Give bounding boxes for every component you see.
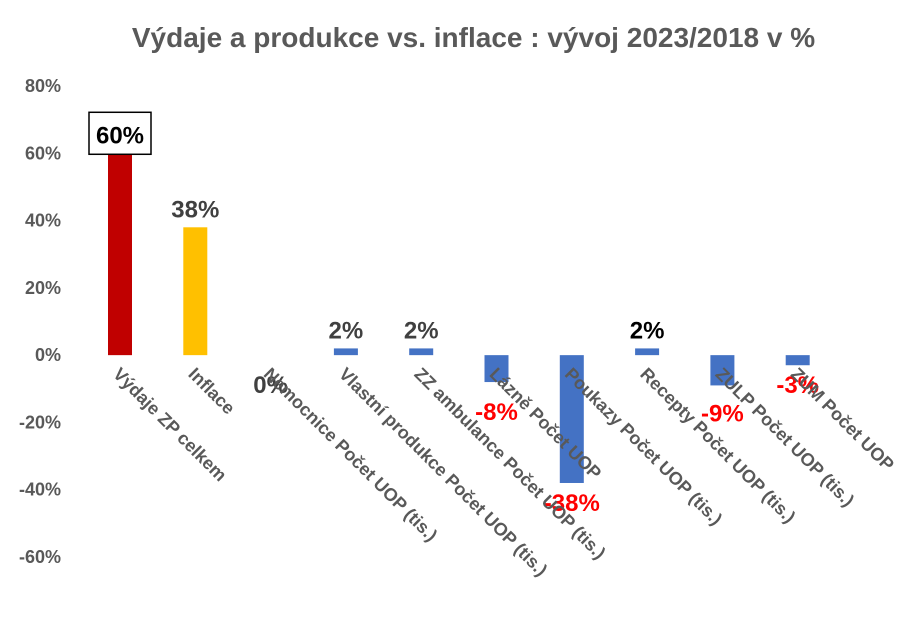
y-axis: 80% 60% 40% 20% 0% -20% -40% -60%: [19, 76, 61, 567]
data-label: -38%: [544, 490, 600, 517]
y-tick-label: 20%: [25, 278, 61, 298]
y-tick-label: -20%: [19, 412, 61, 432]
category-label: Recepty Počet UOP (tis.): [636, 364, 799, 527]
data-label: 2%: [329, 317, 364, 344]
bar: [333, 348, 358, 356]
bars-group: [108, 153, 810, 483]
y-tick-label: -40%: [19, 480, 61, 500]
data-labels-group: 60% 38% 0% 2% 2% -8% -38% 2% -9% -3%: [88, 111, 819, 517]
bar: [183, 227, 208, 356]
y-tick-label: 80%: [25, 76, 61, 96]
data-label: 2%: [404, 317, 439, 344]
data-label: 2%: [630, 317, 665, 344]
category-label: Inflace: [184, 364, 238, 418]
bar: [710, 355, 735, 386]
bar: [484, 355, 509, 383]
data-label-box: [88, 111, 152, 156]
data-label: 60%: [96, 122, 144, 149]
bar: [559, 355, 584, 483]
y-tick-label: 40%: [25, 211, 61, 231]
bar: [409, 348, 434, 356]
data-label: 0%: [253, 372, 288, 399]
data-label: -8%: [475, 399, 518, 426]
bar: [108, 153, 132, 356]
data-label: -3%: [776, 372, 819, 399]
bar: [785, 355, 810, 366]
chart-title: Výdaje a produkce vs. inflace : vývoj 20…: [131, 22, 816, 53]
y-tick-label: 60%: [25, 143, 61, 163]
y-tick-label: -60%: [19, 547, 61, 567]
y-tick-label: 0%: [35, 345, 61, 365]
data-label: 38%: [171, 196, 219, 223]
bar: [635, 348, 660, 356]
data-label: -9%: [701, 400, 744, 427]
